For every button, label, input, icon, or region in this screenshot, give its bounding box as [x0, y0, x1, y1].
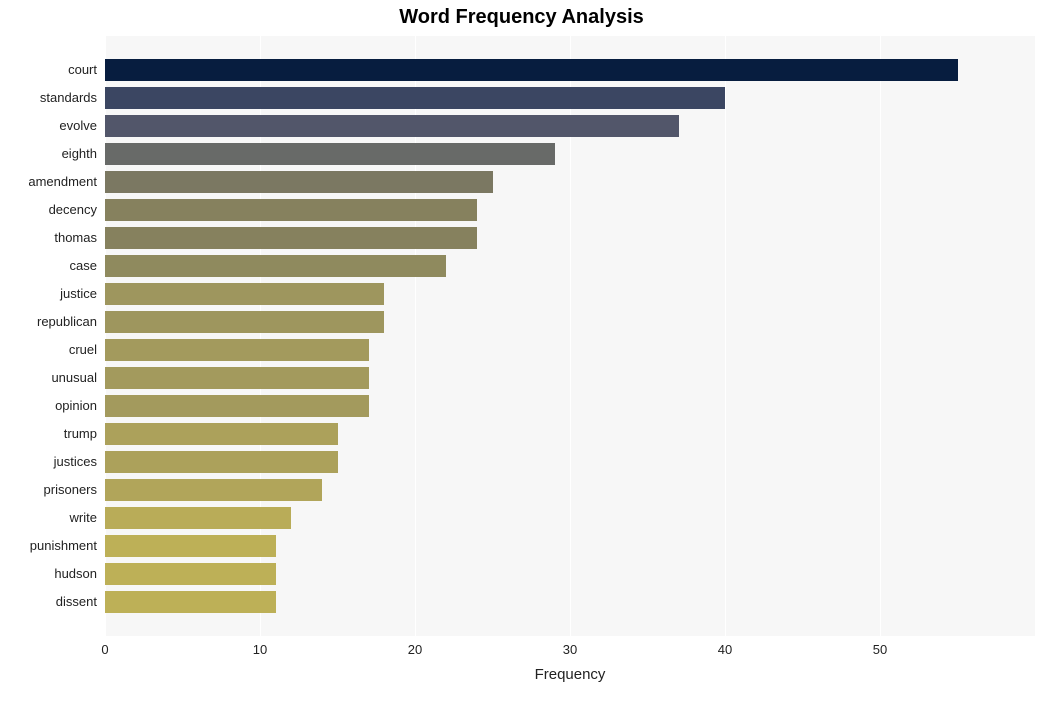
y-category-label: decency [0, 202, 97, 217]
y-category-label: court [0, 62, 97, 77]
bar [105, 227, 477, 249]
x-tick-label: 40 [718, 642, 732, 657]
bar [105, 591, 276, 613]
bar [105, 199, 477, 221]
bar [105, 535, 276, 557]
x-tick-label: 50 [873, 642, 887, 657]
bar [105, 115, 679, 137]
bar [105, 143, 555, 165]
x-axis-label: Frequency [535, 666, 606, 683]
y-category-label: justices [0, 454, 97, 469]
bar [105, 283, 384, 305]
y-category-label: unusual [0, 370, 97, 385]
y-category-label: thomas [0, 230, 97, 245]
y-category-label: eighth [0, 146, 97, 161]
y-category-label: write [0, 510, 97, 525]
bar [105, 255, 446, 277]
bar [105, 339, 369, 361]
bar [105, 423, 338, 445]
y-category-label: amendment [0, 174, 97, 189]
y-category-label: hudson [0, 566, 97, 581]
bar [105, 311, 384, 333]
y-category-label: punishment [0, 538, 97, 553]
y-category-label: dissent [0, 594, 97, 609]
bar [105, 171, 493, 193]
bar [105, 451, 338, 473]
y-category-label: republican [0, 314, 97, 329]
bar [105, 479, 322, 501]
y-category-label: standards [0, 90, 97, 105]
chart-title: Word Frequency Analysis [0, 6, 1043, 29]
x-tick-label: 30 [563, 642, 577, 657]
y-category-label: evolve [0, 118, 97, 133]
plot-area [105, 36, 1035, 636]
x-tick-label: 10 [253, 642, 267, 657]
y-category-label: case [0, 258, 97, 273]
y-category-label: trump [0, 426, 97, 441]
bar [105, 367, 369, 389]
x-tick-label: 0 [101, 642, 108, 657]
grid-line [725, 36, 726, 636]
grid-line [880, 36, 881, 636]
bar [105, 395, 369, 417]
word-frequency-chart: Word Frequency Analysis Frequency 0 10 20 3… [0, 0, 1043, 701]
bar [105, 59, 958, 81]
bar [105, 563, 276, 585]
y-category-label: justice [0, 286, 97, 301]
y-category-label: prisoners [0, 482, 97, 497]
y-category-label: opinion [0, 398, 97, 413]
x-tick-label: 20 [408, 642, 422, 657]
y-category-label: cruel [0, 342, 97, 357]
bar [105, 87, 725, 109]
bar [105, 507, 291, 529]
